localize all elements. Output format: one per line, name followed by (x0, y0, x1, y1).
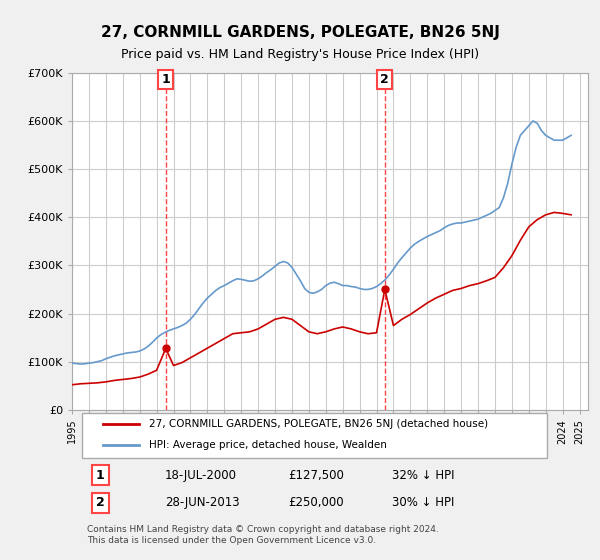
Text: Price paid vs. HM Land Registry's House Price Index (HPI): Price paid vs. HM Land Registry's House … (121, 48, 479, 60)
Text: 2: 2 (380, 73, 389, 86)
Text: £127,500: £127,500 (289, 469, 344, 482)
Text: 27, CORNMILL GARDENS, POLEGATE, BN26 5NJ: 27, CORNMILL GARDENS, POLEGATE, BN26 5NJ (101, 25, 499, 40)
Text: 32% ↓ HPI: 32% ↓ HPI (392, 469, 454, 482)
Text: HPI: Average price, detached house, Wealden: HPI: Average price, detached house, Weal… (149, 440, 387, 450)
Text: 2: 2 (96, 496, 105, 509)
FancyBboxPatch shape (82, 413, 547, 458)
Text: 28-JUN-2013: 28-JUN-2013 (165, 496, 239, 509)
Text: 18-JUL-2000: 18-JUL-2000 (165, 469, 237, 482)
Text: 1: 1 (96, 469, 105, 482)
Text: 30% ↓ HPI: 30% ↓ HPI (392, 496, 454, 509)
Text: £250,000: £250,000 (289, 496, 344, 509)
Text: Contains HM Land Registry data © Crown copyright and database right 2024.
This d: Contains HM Land Registry data © Crown c… (88, 525, 439, 545)
Text: 27, CORNMILL GARDENS, POLEGATE, BN26 5NJ (detached house): 27, CORNMILL GARDENS, POLEGATE, BN26 5NJ… (149, 419, 488, 429)
Text: 1: 1 (161, 73, 170, 86)
